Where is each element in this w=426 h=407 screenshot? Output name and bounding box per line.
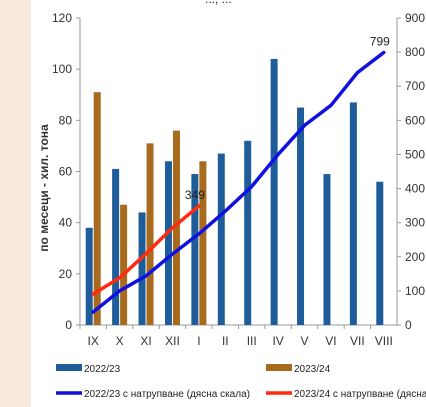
bar-202223 [217, 153, 225, 325]
y-axis-label: по месеци - хил. тона [37, 124, 51, 252]
left-side-strip [0, 0, 31, 407]
data-label: 799 [370, 34, 390, 48]
y2-tick-label: 500 [405, 147, 425, 161]
y-tick-label: 60 [59, 165, 73, 179]
legend: 2022/23 2023/24 2022/23 с натрупване (дясн… [56, 364, 426, 400]
data-label: 349 [185, 188, 205, 202]
y-tick-label: 0 [65, 318, 72, 332]
y-tick-label: 20 [59, 267, 73, 281]
lines: 799 349 [91, 34, 390, 314]
x-tick-label: XI [140, 334, 151, 348]
legend-label: 2023/24 [294, 364, 331, 375]
bar-202324 [146, 143, 154, 325]
bars [85, 58, 384, 326]
bar-202324 [172, 130, 180, 325]
y2-tick-label: 900 [405, 11, 425, 25]
bar-202324 [120, 204, 128, 325]
bar-202223 [297, 107, 305, 326]
x-tick-label: XII [165, 334, 180, 348]
legend-label: 2023/24 с натрупване (дясна скала) [294, 389, 426, 400]
y2-tick-label: 600 [405, 113, 425, 127]
bar-202223 [191, 174, 199, 325]
cut-header-text: ..., ... [205, 0, 232, 6]
y2-tick-label: 200 [405, 250, 425, 264]
legend-swatch [56, 364, 82, 371]
x-tick-label: IX [88, 334, 99, 348]
x-tick-label: VIII [375, 334, 393, 348]
series-line [91, 50, 386, 314]
y2-tick-label: 0 [405, 318, 412, 332]
x-tick-label: VI [325, 334, 336, 348]
bar-202223 [112, 168, 120, 325]
x-tick-label: I [197, 334, 200, 348]
legend-swatch [266, 364, 292, 371]
y2-tick-label: 800 [405, 45, 425, 59]
y2-tick-label: 400 [405, 182, 425, 196]
bar-202223 [138, 212, 146, 325]
x-tick-label: IV [272, 334, 283, 348]
y2-tick-label: 700 [405, 79, 425, 93]
bar-202223 [244, 140, 252, 325]
legend-label: 2022/23 [84, 364, 121, 375]
x-tick-label: VII [350, 334, 365, 348]
bar-202223 [323, 174, 331, 325]
bar-202223 [164, 161, 172, 325]
bar-202223 [85, 227, 93, 325]
x-tick-label: X [116, 334, 124, 348]
bar-202223 [376, 181, 384, 325]
bar-202324 [93, 92, 101, 325]
x-tick-label: V [301, 334, 309, 348]
y-tick-label: 100 [52, 62, 72, 76]
legend-label: 2022/23 с натрупване (дясна скала) [84, 389, 250, 400]
y2-tick-label: 100 [405, 284, 425, 298]
y-tick-label: 80 [59, 113, 73, 127]
bar-202223 [349, 102, 357, 325]
bar-202324 [199, 161, 207, 325]
axes: 0 20 40 60 80 100 120 0 100 200 300 400 500 600 700 800… [52, 11, 425, 348]
series-line [91, 204, 201, 296]
y-tick-label: 120 [52, 11, 72, 25]
bar-202223 [270, 58, 278, 325]
y-tick-label: 40 [59, 216, 73, 230]
x-tick-label: II [222, 334, 229, 348]
x-tick-label: III [247, 334, 257, 348]
y2-tick-label: 300 [405, 216, 425, 230]
